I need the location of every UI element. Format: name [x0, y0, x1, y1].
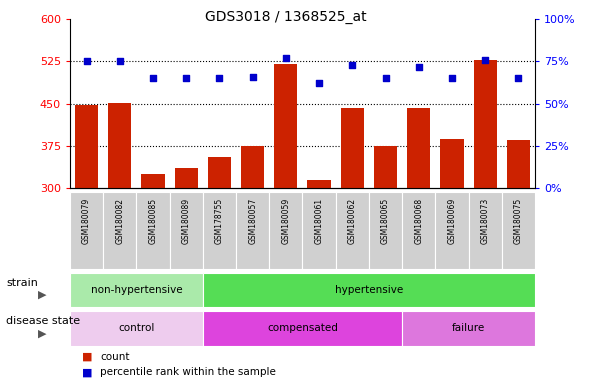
Point	[480, 57, 490, 63]
Text: GSM180069: GSM180069	[447, 198, 457, 244]
Point	[314, 80, 324, 86]
Text: GSM180065: GSM180065	[381, 198, 390, 244]
Point	[414, 63, 424, 70]
Point	[447, 75, 457, 81]
Bar	[203, 192, 236, 269]
Bar	[136, 192, 170, 269]
Text: GSM180085: GSM180085	[148, 198, 157, 244]
Text: GSM180075: GSM180075	[514, 198, 523, 244]
Text: GSM178755: GSM178755	[215, 198, 224, 244]
Text: count: count	[100, 352, 130, 362]
Text: control: control	[118, 323, 154, 333]
Bar	[70, 192, 103, 269]
Bar	[369, 192, 402, 269]
Bar	[469, 192, 502, 269]
Text: GDS3018 / 1368525_at: GDS3018 / 1368525_at	[205, 10, 367, 23]
Bar	[407, 108, 430, 188]
Text: GSM180061: GSM180061	[314, 198, 323, 244]
Text: GSM180057: GSM180057	[248, 198, 257, 244]
Bar	[274, 64, 297, 188]
Bar	[269, 192, 302, 269]
Bar	[374, 146, 397, 188]
Bar	[236, 192, 269, 269]
Text: GSM180082: GSM180082	[116, 198, 124, 244]
Bar	[70, 311, 203, 346]
Bar	[241, 146, 264, 188]
Bar	[208, 157, 231, 188]
Text: compensated: compensated	[267, 323, 338, 333]
Bar	[440, 139, 464, 188]
Text: ■: ■	[82, 352, 92, 362]
Bar	[474, 60, 497, 188]
Text: ■: ■	[82, 367, 92, 377]
Bar	[203, 273, 535, 307]
Point	[81, 58, 91, 65]
Bar	[70, 273, 203, 307]
Point	[181, 75, 191, 81]
Text: GSM180059: GSM180059	[282, 198, 291, 244]
Bar	[75, 105, 98, 188]
Bar	[435, 192, 469, 269]
Point	[115, 58, 125, 65]
Bar	[336, 192, 369, 269]
Text: non-hypertensive: non-hypertensive	[91, 285, 182, 295]
Text: GSM180089: GSM180089	[182, 198, 191, 244]
Text: ▶: ▶	[38, 328, 46, 339]
Bar	[174, 169, 198, 188]
Bar	[502, 192, 535, 269]
Text: ▶: ▶	[38, 290, 46, 300]
Text: percentile rank within the sample: percentile rank within the sample	[100, 367, 276, 377]
Text: failure: failure	[452, 323, 485, 333]
Point	[514, 75, 523, 81]
Point	[347, 62, 357, 68]
Point	[248, 74, 258, 80]
Text: GSM180068: GSM180068	[414, 198, 423, 244]
Bar	[402, 311, 535, 346]
Bar	[108, 103, 131, 188]
Text: disease state: disease state	[6, 316, 80, 326]
Text: GSM180062: GSM180062	[348, 198, 357, 244]
Bar	[402, 192, 435, 269]
Bar	[103, 192, 136, 269]
Bar	[203, 311, 402, 346]
Bar	[507, 140, 530, 188]
Point	[148, 75, 158, 81]
Bar	[308, 180, 331, 188]
Text: GSM180073: GSM180073	[481, 198, 489, 244]
Bar	[340, 108, 364, 188]
Text: GSM180079: GSM180079	[82, 198, 91, 244]
Text: strain: strain	[6, 278, 38, 288]
Bar	[141, 174, 165, 188]
Text: hypertensive: hypertensive	[335, 285, 403, 295]
Point	[281, 55, 291, 61]
Point	[215, 75, 224, 81]
Bar	[302, 192, 336, 269]
Point	[381, 75, 390, 81]
Bar	[170, 192, 203, 269]
